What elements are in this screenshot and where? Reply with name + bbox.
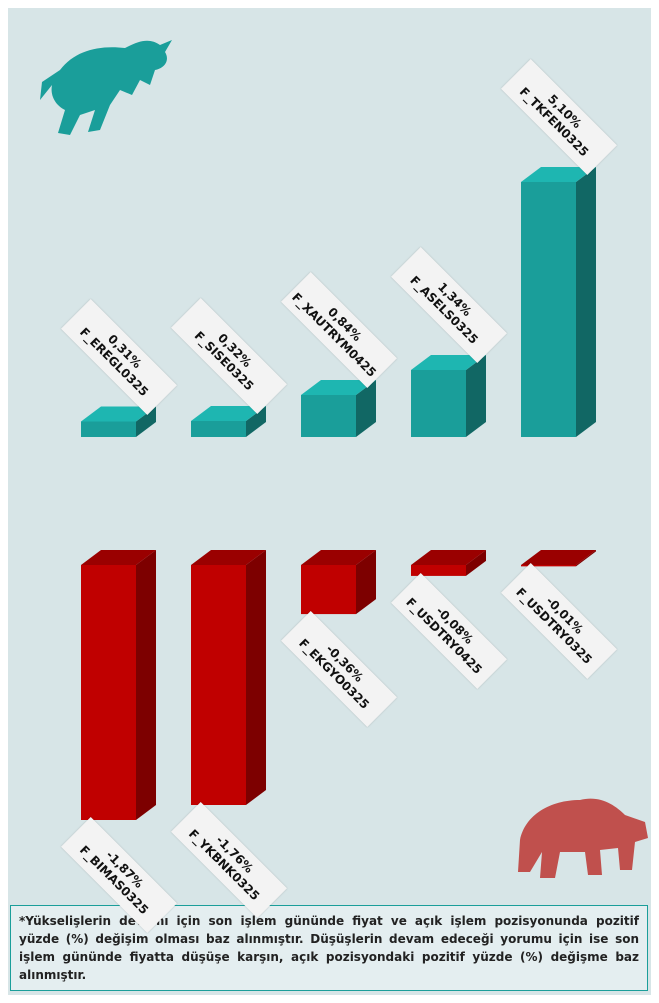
bar-top [191,550,266,565]
bear-icon [518,798,648,878]
footnote: *Yükselişlerin devamı için son işlem gün… [10,905,648,991]
bar-top [411,550,486,565]
bar-top [301,550,376,565]
bar [521,182,576,437]
bar [411,565,466,576]
bar-top [521,167,596,182]
bar-side [246,550,266,805]
bar [301,565,356,615]
bar-side [466,550,486,576]
bar-side [136,550,156,820]
bar-top [81,406,156,422]
bar [81,421,136,437]
bar-top [411,355,486,370]
bar [191,565,246,805]
bar-top [191,406,266,421]
bar-top [81,550,156,565]
bar [81,565,136,820]
bar [411,370,466,437]
bar [301,395,356,437]
bar-top [521,550,596,565]
bar-top [301,380,376,395]
bar-side [246,406,266,437]
bar-side [576,167,596,437]
bar [191,421,246,437]
bar-side [356,550,376,615]
bar [521,565,576,567]
bar-side [136,406,156,437]
bar-side [356,380,376,437]
bar-side [576,550,596,567]
bar-side [466,355,486,437]
bull-icon [40,40,172,135]
